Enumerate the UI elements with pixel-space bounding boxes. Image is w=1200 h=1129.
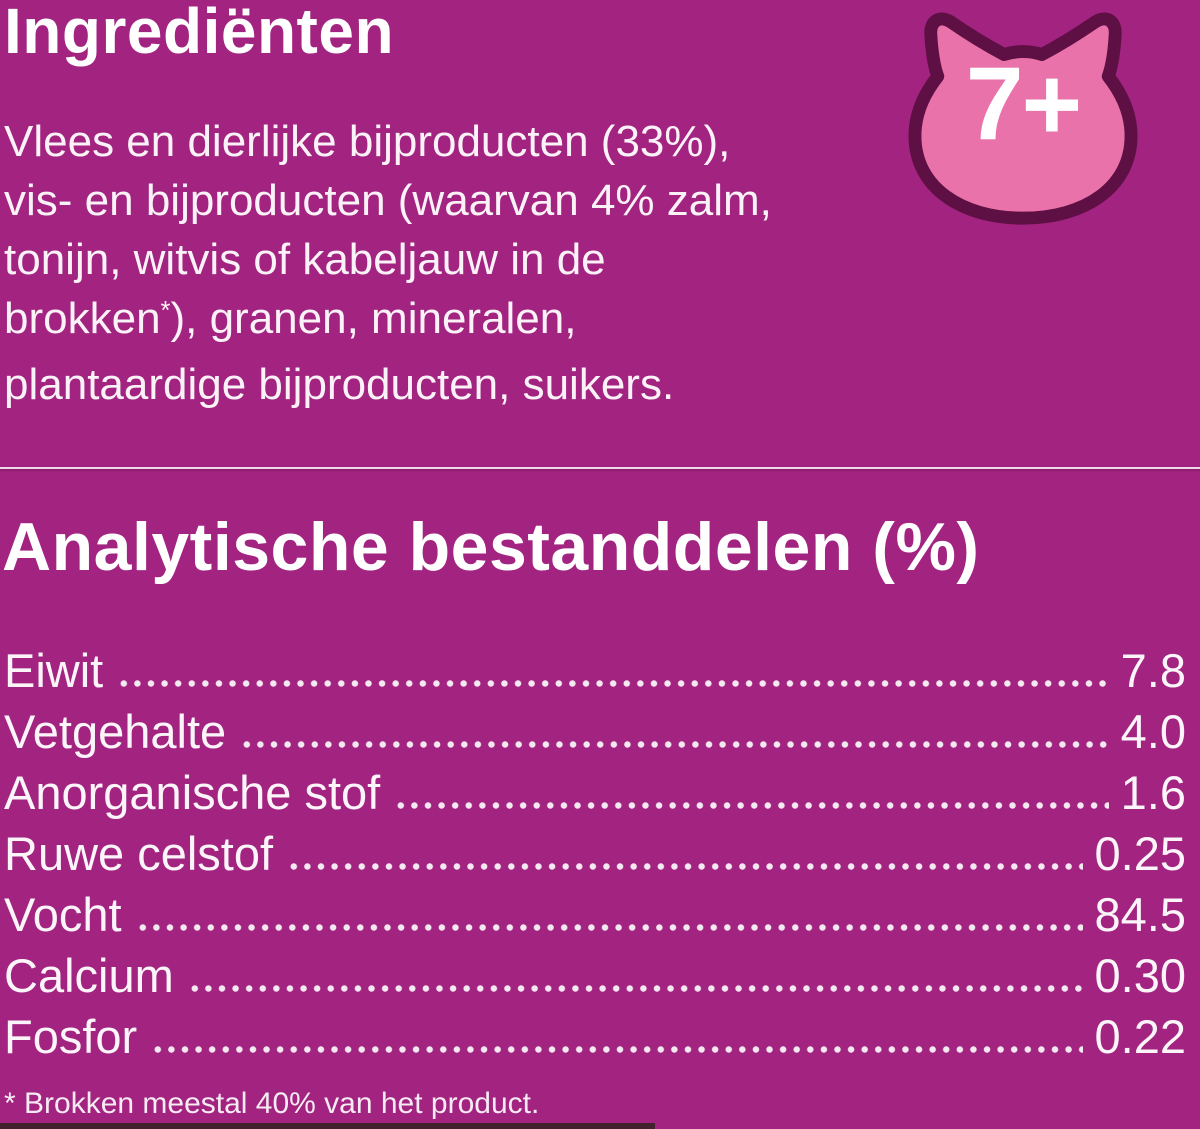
row-value: 1.6 [1120, 766, 1186, 819]
age-badge-label: 7+ [965, 46, 1083, 163]
cat-head-icon [908, 12, 1138, 225]
row-value: 7.8 [1120, 644, 1186, 697]
table-row: Eiwit 7.8 [4, 640, 1186, 701]
table-row: Vocht 84.5 [4, 884, 1186, 945]
analytical-table: Eiwit 7.8 Vetgehalte 4.0 Anorganische st… [4, 640, 1186, 1067]
row-label: Vetgehalte [4, 705, 227, 758]
row-label: Ruwe celstof [4, 827, 274, 880]
row-label: Fosfor [4, 1010, 138, 1063]
ingredients-text: Vlees en dierlijke bijproducten (33%), v… [4, 112, 884, 414]
footnote: * Brokken meestal 40% van het product. [4, 1087, 540, 1120]
dot-leader [135, 923, 1083, 932]
table-row: Fosfor 0.22 [4, 1006, 1186, 1067]
table-row: Calcium 0.30 [4, 945, 1186, 1006]
dot-leader [240, 740, 1109, 749]
table-row: Ruwe celstof 0.25 [4, 823, 1186, 884]
row-value: 4.0 [1120, 705, 1186, 758]
ingredients-line: plantaardige bijproducten, suikers. [4, 360, 675, 409]
dot-leader [151, 1045, 1083, 1054]
dot-leader [394, 801, 1109, 810]
row-value: 0.22 [1094, 1010, 1186, 1063]
table-row: Anorganische stof 1.6 [4, 762, 1186, 823]
bottom-strip [0, 1123, 655, 1129]
age-badge: 7+ [904, 6, 1142, 232]
section-divider [0, 467, 1200, 469]
row-value: 0.30 [1094, 949, 1186, 1002]
row-label: Eiwit [4, 644, 104, 697]
ingredients-line: Vlees en dierlijke bijproducten (33%), [4, 117, 731, 166]
dot-leader [287, 862, 1083, 871]
row-label: Vocht [4, 888, 122, 941]
dot-leader [117, 679, 1109, 688]
ingredients-line: vis- en bijproducten (waarvan 4% zalm, [4, 176, 772, 225]
footnote-asterisk: * [160, 296, 171, 325]
ingredients-title: Ingrediënten [4, 0, 395, 67]
ingredients-line: tonijn, witvis of kabeljauw in de [4, 235, 606, 284]
row-value: 84.5 [1094, 888, 1186, 941]
analytical-title: Analytische bestanddelen (%) [2, 509, 980, 585]
dot-leader [187, 984, 1083, 993]
ingredients-line: brokken*), granen, mineralen, [4, 294, 577, 343]
row-label: Anorganische stof [4, 766, 381, 819]
table-row: Vetgehalte 4.0 [4, 701, 1186, 762]
row-label: Calcium [4, 949, 174, 1002]
row-value: 0.25 [1094, 827, 1186, 880]
